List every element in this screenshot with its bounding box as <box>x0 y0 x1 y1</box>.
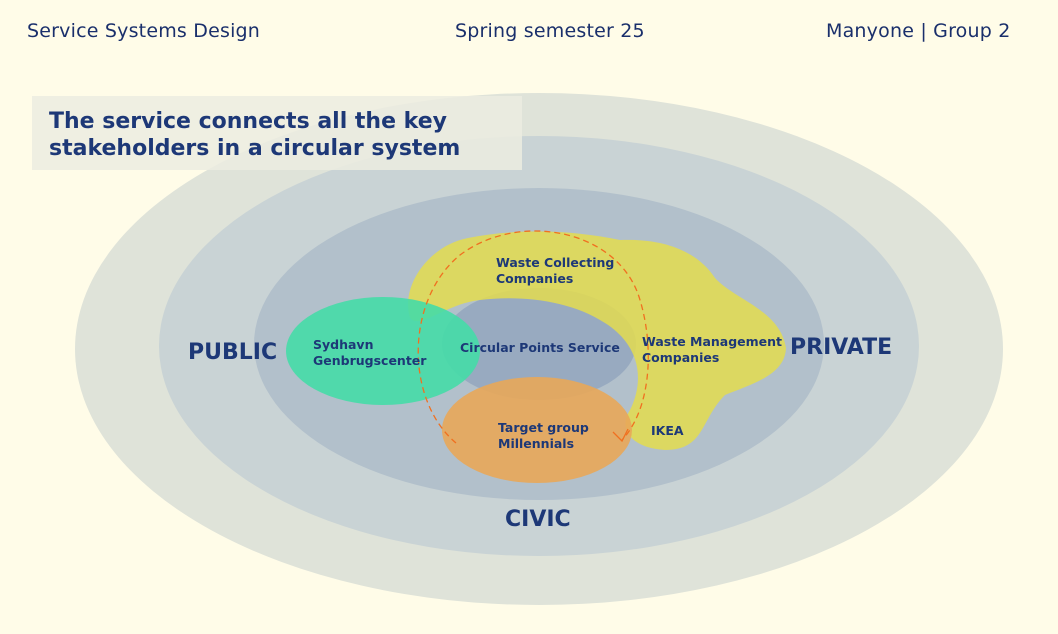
public-sector-label: PUBLIC <box>188 340 278 365</box>
sydhavn-genbrugscenter-label: Sydhavn Genbrugscenter <box>313 337 427 368</box>
private-sector-label: PRIVATE <box>790 335 893 360</box>
course-name: Service Systems Design <box>27 20 261 42</box>
slide-title: The service connects all the key stakeho… <box>49 109 461 161</box>
waste-collecting-companies-label: Waste Collecting Companies <box>496 255 615 286</box>
title-backdrop <box>32 96 522 170</box>
civic-sector-blob <box>442 377 632 483</box>
waste-management-companies-label: Waste Management Companies <box>642 334 783 365</box>
civic-sector-label: CIVIC <box>505 507 571 532</box>
semester-label: Spring semester 25 <box>455 20 645 42</box>
ikea-label: IKEA <box>651 423 684 438</box>
circular-points-service-label: Circular Points Service <box>460 340 620 355</box>
circular-loop-arrow <box>417 230 649 444</box>
target-group-millennials-label: Target group Millennials <box>498 420 589 451</box>
arrow-head-icon <box>612 428 629 443</box>
public-sector-blob <box>286 297 480 405</box>
inner-ring <box>442 288 636 400</box>
group-label: Manyone | Group 2 <box>826 20 1011 42</box>
private-sector-blob <box>408 231 786 450</box>
